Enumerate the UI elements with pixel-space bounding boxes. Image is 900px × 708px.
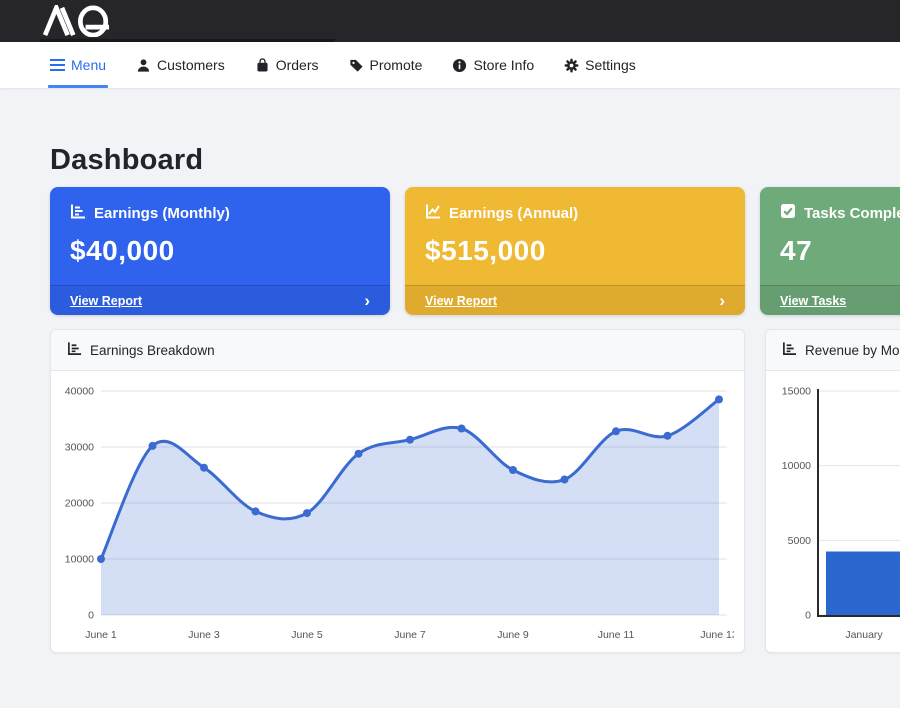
view-tasks-link-row[interactable]: View Tasks › bbox=[760, 285, 900, 315]
nav-label: Settings bbox=[585, 57, 636, 73]
view-report-link[interactable]: View Report bbox=[70, 293, 143, 308]
main-nav: Menu Customers Orders Promote Store Info… bbox=[0, 42, 900, 88]
nav-item-settings[interactable]: Settings bbox=[564, 42, 636, 88]
bar-chart-icon bbox=[67, 341, 82, 359]
earnings-monthly-card: Earnings (Monthly) $40,000 View Report › bbox=[50, 187, 390, 315]
brand-logo-icon bbox=[42, 5, 110, 37]
stat-card-title: Earnings (Monthly) bbox=[94, 204, 230, 222]
svg-text:0: 0 bbox=[805, 610, 811, 622]
svg-text:15000: 15000 bbox=[782, 386, 811, 398]
svg-text:5000: 5000 bbox=[788, 535, 812, 547]
active-tab-underline bbox=[48, 85, 109, 88]
revenue-by-month-bar-chart: 0 5000 10000 15000 January bbox=[766, 371, 900, 652]
charts-row: Earnings Breakdown 0 10000 20000 30000 40000… bbox=[50, 329, 900, 653]
svg-text:January: January bbox=[845, 629, 883, 641]
stat-card-value: 47 bbox=[780, 235, 813, 266]
nav-item-customers[interactable]: Customers bbox=[136, 42, 225, 88]
svg-text:0: 0 bbox=[88, 610, 94, 622]
stat-cards-row: Earnings (Monthly) $40,000 View Report ›… bbox=[50, 187, 900, 315]
view-report-link-row[interactable]: View Report › bbox=[405, 285, 745, 315]
nav-label: Customers bbox=[157, 57, 225, 73]
earnings-breakdown-line-chart: 0 10000 20000 30000 40000 June 1 June 3 June 5 J… bbox=[51, 371, 744, 652]
hamburger-icon bbox=[50, 58, 65, 72]
dashboard-content: Dashboard Earnings (Monthly) $40,000 Vie… bbox=[0, 144, 900, 653]
top-app-bar bbox=[0, 0, 900, 42]
nav-item-store-info[interactable]: Store Info bbox=[452, 42, 534, 88]
svg-text:10000: 10000 bbox=[65, 554, 94, 566]
page-title: Dashboard bbox=[50, 144, 204, 176]
chart-card-header: Earnings Breakdown bbox=[51, 330, 744, 371]
bar-chart-icon bbox=[782, 341, 797, 359]
tasks-completed-card: Tasks Completed 47 View Tasks › bbox=[760, 187, 900, 315]
stat-card-header: Earnings (Monthly) bbox=[50, 187, 390, 223]
nav-item-menu[interactable]: Menu bbox=[48, 42, 109, 88]
earnings-breakdown-card: Earnings Breakdown 0 10000 20000 30000 40000… bbox=[50, 329, 745, 653]
nav-label: Menu bbox=[71, 57, 107, 73]
svg-text:40000: 40000 bbox=[65, 386, 94, 398]
tag-icon bbox=[349, 58, 364, 73]
line-chart-icon bbox=[425, 203, 441, 223]
svg-text:30000: 30000 bbox=[65, 442, 94, 454]
stat-card-value: $40,000 bbox=[70, 235, 175, 266]
view-report-link-row[interactable]: View Report › bbox=[50, 285, 390, 315]
nav-item-promote[interactable]: Promote bbox=[349, 42, 423, 88]
bar-chart-icon bbox=[70, 203, 86, 223]
stat-card-title: Tasks Completed bbox=[804, 204, 900, 222]
svg-text:June 5: June 5 bbox=[291, 629, 323, 641]
chevron-right-icon: › bbox=[364, 291, 370, 310]
chart-title: Revenue by Month bbox=[805, 342, 900, 358]
stat-card-title: Earnings (Annual) bbox=[449, 204, 579, 222]
logo-underline bbox=[40, 39, 335, 42]
svg-text:June 13: June 13 bbox=[700, 629, 734, 641]
chart-title: Earnings Breakdown bbox=[90, 342, 215, 358]
view-tasks-link[interactable]: View Tasks bbox=[780, 293, 847, 308]
revenue-by-month-card: Revenue by Month 0 5000 10000 15000 January bbox=[765, 329, 900, 653]
svg-text:June 9: June 9 bbox=[497, 629, 529, 641]
svg-text:June 1: June 1 bbox=[85, 629, 117, 641]
nav-label: Promote bbox=[369, 57, 423, 73]
check-square-icon bbox=[780, 203, 796, 223]
svg-text:June 11: June 11 bbox=[598, 629, 635, 641]
person-icon bbox=[136, 58, 151, 73]
svg-text:June 3: June 3 bbox=[188, 629, 220, 641]
nav-item-orders[interactable]: Orders bbox=[255, 42, 319, 88]
stat-card-header: Tasks Completed bbox=[760, 187, 900, 223]
earnings-annual-card: Earnings (Annual) $515,000 View Report › bbox=[405, 187, 745, 315]
info-icon bbox=[452, 58, 467, 73]
brand-logo[interactable] bbox=[40, 5, 132, 37]
stat-card-header: Earnings (Annual) bbox=[405, 187, 745, 223]
nav-label: Orders bbox=[275, 57, 319, 73]
chevron-right-icon: › bbox=[719, 291, 725, 310]
bag-icon bbox=[255, 57, 270, 73]
svg-text:10000: 10000 bbox=[782, 460, 811, 472]
view-report-link[interactable]: View Report bbox=[425, 293, 498, 308]
svg-text:20000: 20000 bbox=[65, 498, 94, 510]
svg-text:June 7: June 7 bbox=[394, 629, 426, 641]
nav-label: Store Info bbox=[473, 57, 535, 73]
gear-icon bbox=[564, 58, 579, 73]
chart-card-header: Revenue by Month bbox=[766, 330, 900, 371]
stat-card-value: $515,000 bbox=[425, 235, 546, 266]
